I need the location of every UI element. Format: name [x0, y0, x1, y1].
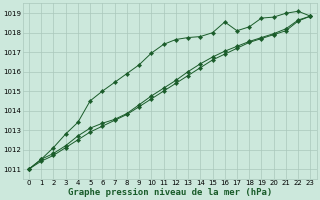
X-axis label: Graphe pression niveau de la mer (hPa): Graphe pression niveau de la mer (hPa)	[68, 188, 272, 197]
